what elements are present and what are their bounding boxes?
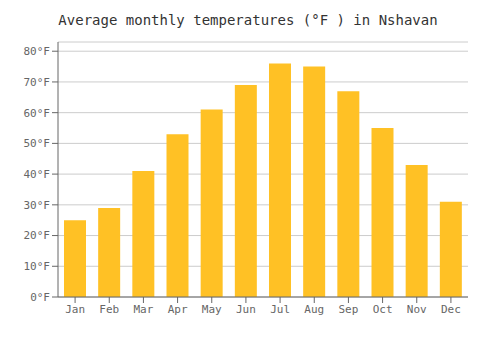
svg-text:10°F: 10°F: [24, 260, 51, 273]
svg-text:Mar: Mar: [133, 303, 153, 316]
svg-text:Oct: Oct: [373, 303, 393, 316]
svg-text:Apr: Apr: [168, 303, 188, 316]
svg-text:70°F: 70°F: [24, 76, 51, 89]
html-text:Average monthly temperatures (: Average monthly temperatures (°F ) in Ns…: [58, 12, 438, 28]
svg-text:May: May: [202, 303, 222, 316]
svg-text:Dec: Dec: [441, 303, 461, 316]
svg-text:Jun: Jun: [236, 303, 256, 316]
svg-text:Feb: Feb: [99, 303, 119, 316]
svg-text:Aug: Aug: [304, 303, 324, 316]
svg-text:60°F: 60°F: [24, 107, 51, 120]
svg-text:Jan: Jan: [65, 303, 85, 316]
svg-text:Jul: Jul: [270, 303, 290, 316]
svg-text:80°F: 80°F: [24, 45, 51, 58]
svg-text:Sep: Sep: [338, 303, 358, 316]
svg-text:Nov: Nov: [407, 303, 427, 316]
svg-text:30°F: 30°F: [24, 199, 51, 212]
svg-text:20°F: 20°F: [24, 229, 51, 242]
svg-text:40°F: 40°F: [24, 168, 51, 181]
svg-text:50°F: 50°F: [24, 137, 51, 150]
svg-text:0°F: 0°F: [30, 291, 50, 304]
